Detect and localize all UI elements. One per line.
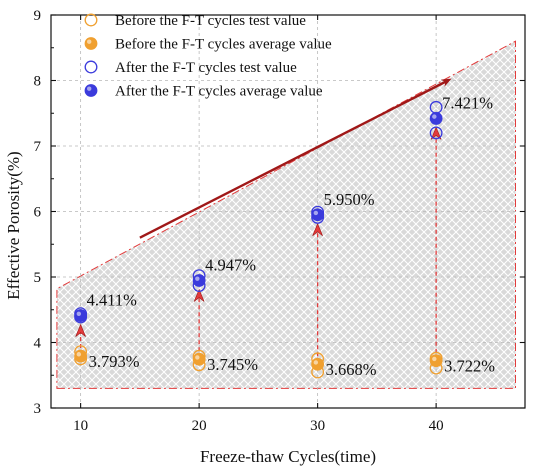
series-3-point [429,112,443,125]
legend-item: Before the F-T cycles test value [84,13,306,29]
legend-item: Before the F-T cycles average value [84,37,332,53]
shaded-region [56,40,516,389]
series-1-point [192,352,206,366]
series-1-point [429,354,443,368]
shaded-region-polygon [56,40,516,389]
connector-arrowhead [312,222,323,237]
x-tick-label: 20 [192,418,207,434]
legend-item: After the F-T cycles average value [84,84,323,100]
legend-label: After the F-T cycles test value [115,60,297,76]
axis-ticks: 10 20 30 40 3 4 5 6 7 8 9 [34,8,525,434]
connector-arrowhead [430,126,442,140]
data-label: 3.793% [89,352,140,371]
data-label: 7.421% [442,93,493,112]
legend: Before the F-T cycles test value Before t… [84,13,332,100]
data-label: 5.950% [324,190,375,209]
series-3-point [192,274,206,287]
y-tick-label: 4 [34,336,42,352]
connector-arrowhead [75,323,86,337]
y-tick-label: 7 [34,139,42,155]
data-points [74,100,443,379]
legend-marker [84,37,98,50]
series-3-point [74,309,88,322]
data-label: 4.947% [205,255,256,274]
y-tick-label: 8 [34,74,42,90]
y-tick-label: 5 [34,270,42,286]
series-1-point [311,357,325,371]
trend-arrow [139,78,452,239]
data-label: 3.668% [326,360,377,379]
x-axis-title: Freeze-thaw Cycles(time) [200,447,376,466]
before-after-connectors [75,126,442,357]
legend-label: Before the F-T cycles test value [115,13,306,29]
connector-arrowhead [193,288,205,302]
data-label: 3.745% [207,355,258,374]
series-2-point [429,126,443,140]
x-tick-label: 10 [73,418,88,434]
data-label: 3.722% [444,357,495,376]
legend-marker [84,13,98,27]
series-1-point [74,349,88,363]
legend-item: After the F-T cycles test value [84,60,297,76]
x-tick-label: 40 [429,418,444,434]
legend-marker [84,60,98,74]
trend-arrow-line [139,78,452,239]
y-tick-label: 9 [34,8,42,24]
gridlines [51,15,525,408]
legend-marker [84,84,98,97]
y-axis-title: Effective Porosity(%) [4,151,23,299]
data-labels: 3.793% 3.745% 3.668% 3.722% 4.411% 4.947% 5.95… [87,93,496,379]
series-3-point [311,208,325,222]
legend-label: After the F-T cycles average value [115,84,323,100]
data-label: 4.411% [87,291,138,310]
x-tick-label: 30 [310,418,325,434]
legend-label: Before the F-T cycles average value [115,37,332,53]
y-tick-label: 6 [34,205,42,221]
y-tick-label: 3 [34,401,42,417]
